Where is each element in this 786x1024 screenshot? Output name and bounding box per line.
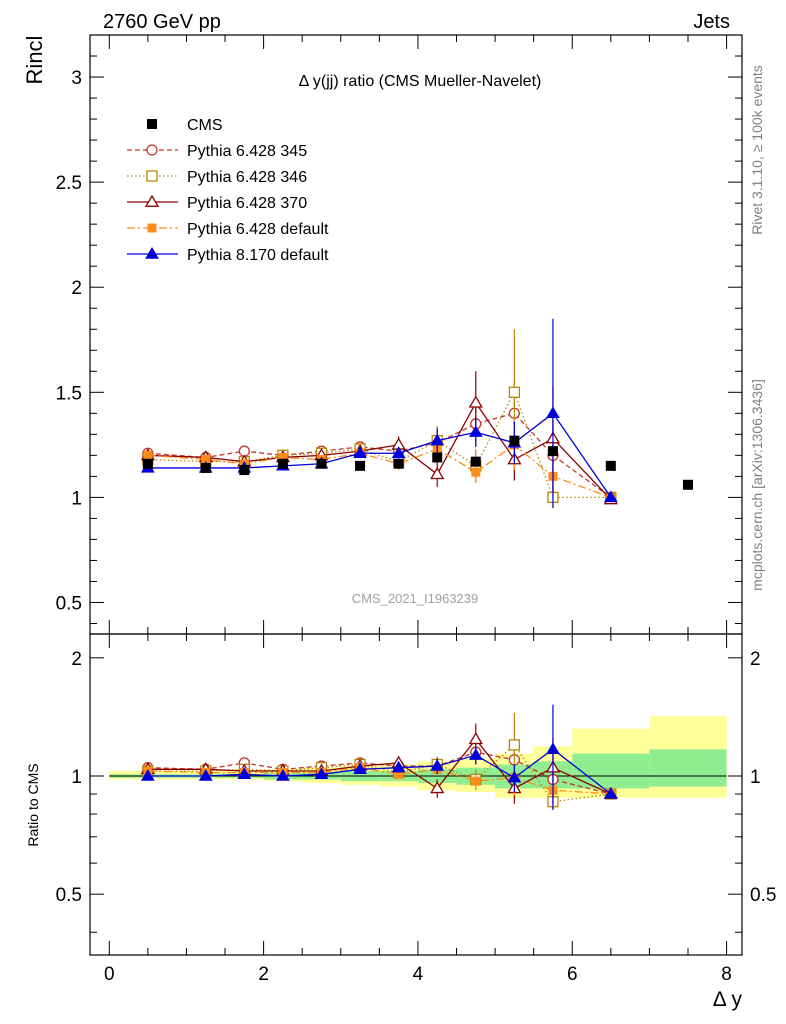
ratio-y-label: Ratio to CMS [25, 763, 41, 846]
data-point [276, 769, 290, 781]
data-point [468, 748, 483, 760]
legend-label: Pythia 6.428 345 [187, 143, 307, 160]
cms-data-point [547, 446, 558, 457]
ratio-panel-frame [89, 633, 743, 956]
legend-label: Pythia 6.428 370 [187, 195, 307, 212]
series-line [147, 738, 612, 795]
legend-marker [146, 170, 158, 182]
ratio-y-tick-label-right: 2 [750, 649, 761, 670]
cms-data-point [470, 456, 481, 467]
x-tick-label: 0 [104, 964, 115, 985]
cms-data-point [432, 452, 443, 463]
cms-data-point [277, 458, 288, 469]
series-line [147, 412, 612, 498]
data-point [603, 786, 618, 799]
x-axis-label: Δ y [713, 988, 743, 1011]
cms-data-point [605, 460, 616, 471]
series-line [147, 444, 612, 498]
data-point [468, 395, 483, 408]
series-p8def-ratio [140, 704, 618, 810]
legend-marker [144, 194, 160, 207]
side-note-bottom: mcplots.cern.ch [arXiv:1306.3436] [749, 379, 765, 591]
ratio-y-tick-label-right: 0.5 [750, 885, 776, 906]
legend-label: Pythia 6.428 default [187, 221, 329, 238]
cms-data-point [316, 458, 327, 469]
ratio-y-tick-label: 2 [71, 649, 82, 670]
side-note-top: Rivet 3.1.10, ≥ 100k events [749, 65, 765, 235]
legend-label: Pythia 8.170 default [187, 247, 329, 264]
y-tick-label: 2 [71, 278, 82, 299]
data-point [508, 739, 521, 751]
cms-data-point [355, 460, 366, 471]
data-point [430, 759, 445, 771]
x-tick-label: 8 [721, 964, 732, 985]
series-p370-main [140, 371, 618, 505]
series-p346-main [142, 329, 617, 508]
cms-data-point [682, 479, 693, 490]
data-point [468, 732, 483, 745]
cms-data-point [200, 462, 211, 473]
data-point [140, 769, 155, 781]
ratio-y-tick-label: 1 [71, 767, 82, 788]
data-point [603, 490, 618, 503]
data-point [314, 767, 329, 780]
cms-data-point [142, 458, 153, 469]
data-point [471, 776, 481, 786]
data-point [391, 760, 406, 773]
legend-marker [147, 223, 157, 233]
y-tick-label: 1 [71, 488, 82, 509]
x-tick-label: 4 [413, 964, 424, 985]
legend: CMS Pythia 6.428 345 Pythia 6.428 346 Pythi… [127, 117, 329, 264]
series-line [147, 412, 612, 498]
legend-label: Pythia 6.428 346 [187, 169, 307, 186]
data-point [430, 433, 445, 446]
data-point [546, 406, 560, 419]
cms-data-point [239, 465, 250, 476]
data-point [353, 762, 367, 775]
data-point [430, 466, 445, 480]
data-point [391, 446, 406, 458]
series-line [147, 401, 612, 500]
data-point [508, 386, 521, 398]
series-line [147, 390, 611, 499]
ratio-y-tick-label: 0.5 [56, 885, 82, 906]
series-p6def-main [143, 419, 616, 502]
left-title: 2760 GeV pp [103, 11, 221, 33]
x-tick-label: 2 [258, 964, 269, 985]
right-title: Jets [693, 11, 730, 33]
watermark: CMS_2021_I1963239 [352, 591, 479, 606]
series-line [147, 748, 612, 795]
ratio-band-inner [572, 753, 650, 789]
data-point [143, 450, 153, 460]
data-point [546, 742, 560, 754]
series-p8def-main [140, 318, 618, 508]
ratio-y-tick-label-right: 1 [750, 767, 761, 788]
data-point [471, 467, 481, 477]
y-tick-label: 2.5 [56, 173, 82, 194]
legend-marker [147, 119, 157, 129]
cms-data-point [393, 458, 404, 469]
y-tick-label: 0.5 [56, 593, 82, 614]
cms-data-point [509, 435, 520, 446]
legend-marker [146, 144, 158, 156]
legend-marker [145, 247, 159, 259]
series-cms [142, 435, 693, 490]
y-axis-label: Rincl [22, 36, 47, 85]
plot-title: Δ y(jj) ratio (CMS Mueller-Navelet) [299, 73, 542, 90]
data-point [237, 767, 252, 780]
series-p345-main [142, 381, 617, 504]
data-point [507, 770, 522, 783]
data-point [430, 781, 445, 794]
y-tick-label: 3 [71, 68, 82, 89]
legend-label: CMS [187, 117, 223, 134]
data-point [468, 425, 483, 437]
ratio-band-inner [649, 749, 727, 787]
data-point [353, 446, 367, 458]
x-tick-label: 6 [567, 964, 578, 985]
y-tick-label: 1.5 [56, 383, 82, 404]
data-point [198, 769, 213, 781]
